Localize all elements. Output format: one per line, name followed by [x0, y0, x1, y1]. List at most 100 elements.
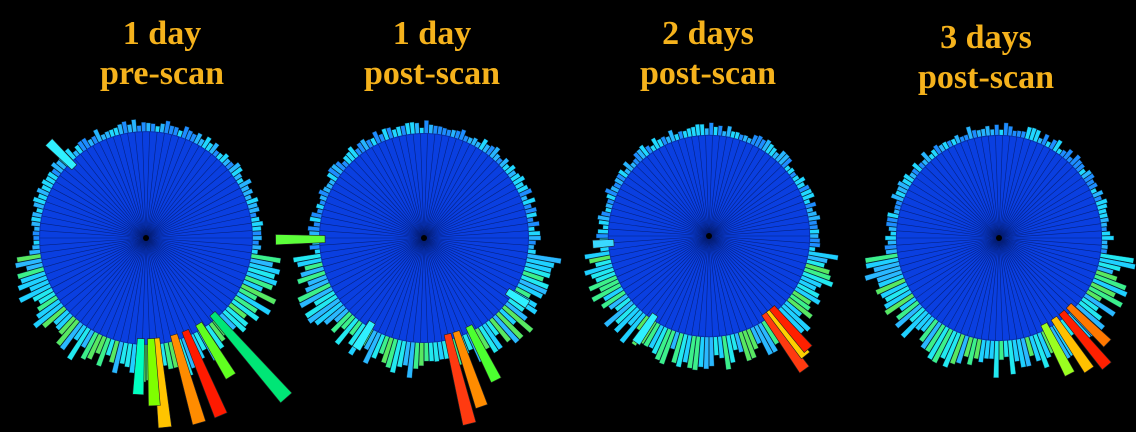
radial-line — [998, 237, 1057, 324]
radial-line — [998, 237, 1003, 341]
radial-line — [631, 171, 710, 237]
radial-line — [987, 237, 1000, 341]
radial-line — [905, 195, 1000, 239]
radial-line — [74, 237, 147, 318]
radial-line — [998, 223, 1101, 239]
radial-line — [610, 214, 710, 237]
radial-line — [145, 237, 249, 268]
spike-bar — [351, 320, 376, 352]
radial-line — [708, 171, 787, 237]
radial-line — [384, 237, 425, 336]
radial-line — [896, 237, 1000, 246]
radial-line — [708, 207, 806, 237]
radial-line — [947, 148, 1000, 239]
radial-line — [998, 177, 1083, 239]
radial-line — [145, 169, 228, 239]
radial-line — [69, 163, 147, 239]
radial-line — [320, 237, 425, 253]
disc-center — [421, 235, 427, 241]
radial-line — [145, 237, 218, 318]
radial-line — [670, 235, 710, 330]
radial-line — [998, 237, 1101, 253]
radial-line — [698, 235, 710, 337]
radial-line — [145, 237, 223, 313]
radial-line — [365, 237, 425, 325]
radial-line — [998, 237, 1051, 328]
radial-line — [987, 135, 1000, 239]
radial-line — [145, 237, 212, 323]
radial-line — [112, 237, 147, 340]
radial-line — [145, 163, 223, 239]
radial-line — [423, 237, 505, 306]
spike-bar — [631, 312, 659, 346]
radial-line — [325, 201, 425, 239]
radial-line — [80, 153, 147, 239]
radial-line — [69, 237, 147, 313]
radial-line — [998, 237, 1068, 315]
radial-line — [145, 237, 228, 307]
radial-line — [708, 235, 734, 334]
radial-line — [708, 148, 760, 237]
radial-line — [908, 237, 1000, 287]
radial-line — [423, 237, 520, 281]
radial-line — [423, 140, 464, 239]
radial-line — [423, 237, 525, 268]
radial-line — [371, 147, 425, 239]
spike-bar — [592, 239, 615, 249]
radial-line — [99, 237, 147, 334]
radial-line — [708, 235, 799, 284]
radial-line — [45, 237, 147, 275]
radial-line — [708, 135, 720, 237]
radial-line — [59, 237, 147, 301]
radial-line — [980, 136, 1000, 239]
radial-line — [145, 139, 187, 239]
radial-line — [684, 235, 710, 334]
radial-line — [998, 161, 1068, 239]
radial-line — [145, 237, 173, 342]
radial-line — [319, 230, 425, 239]
radial-line — [915, 177, 1000, 239]
spike-bar — [170, 333, 207, 426]
radial-line — [423, 237, 517, 288]
radial-line — [145, 237, 247, 275]
radial-line — [145, 237, 251, 261]
radial-line — [612, 207, 710, 237]
spike-bar — [452, 330, 488, 409]
radial-line — [420, 133, 425, 239]
radial-line — [708, 188, 799, 237]
radial-line — [145, 142, 193, 239]
radial-line — [708, 235, 791, 296]
radial-line — [960, 142, 1000, 239]
radial-line — [145, 230, 253, 239]
radial-line — [51, 187, 147, 239]
radial-line — [423, 237, 450, 340]
radial-line — [623, 182, 710, 237]
radial-line — [908, 189, 1000, 239]
radial-line — [145, 158, 218, 239]
radial-line — [619, 188, 710, 237]
radial-line — [423, 215, 527, 239]
radial-line — [670, 142, 710, 237]
radial-line — [339, 237, 425, 300]
radial-line — [998, 237, 1045, 331]
radial-line — [145, 132, 158, 239]
radial-line — [112, 136, 147, 239]
spike-bar — [1065, 302, 1112, 348]
radial-line — [145, 145, 200, 239]
radial-line — [398, 136, 425, 239]
disc-center — [996, 235, 1002, 241]
radial-line — [423, 223, 528, 239]
radial-line — [708, 235, 760, 324]
radial-line — [423, 237, 489, 321]
radial-line — [612, 235, 710, 265]
radial-line — [998, 237, 1031, 336]
spike-bar — [181, 329, 228, 419]
radial-line — [423, 237, 436, 342]
radial-line — [998, 237, 1011, 341]
scan-disc-3 — [583, 122, 839, 374]
radial-line — [353, 160, 425, 239]
radial-line — [86, 149, 147, 239]
radial-line — [953, 145, 1000, 239]
radial-line — [920, 171, 1000, 239]
